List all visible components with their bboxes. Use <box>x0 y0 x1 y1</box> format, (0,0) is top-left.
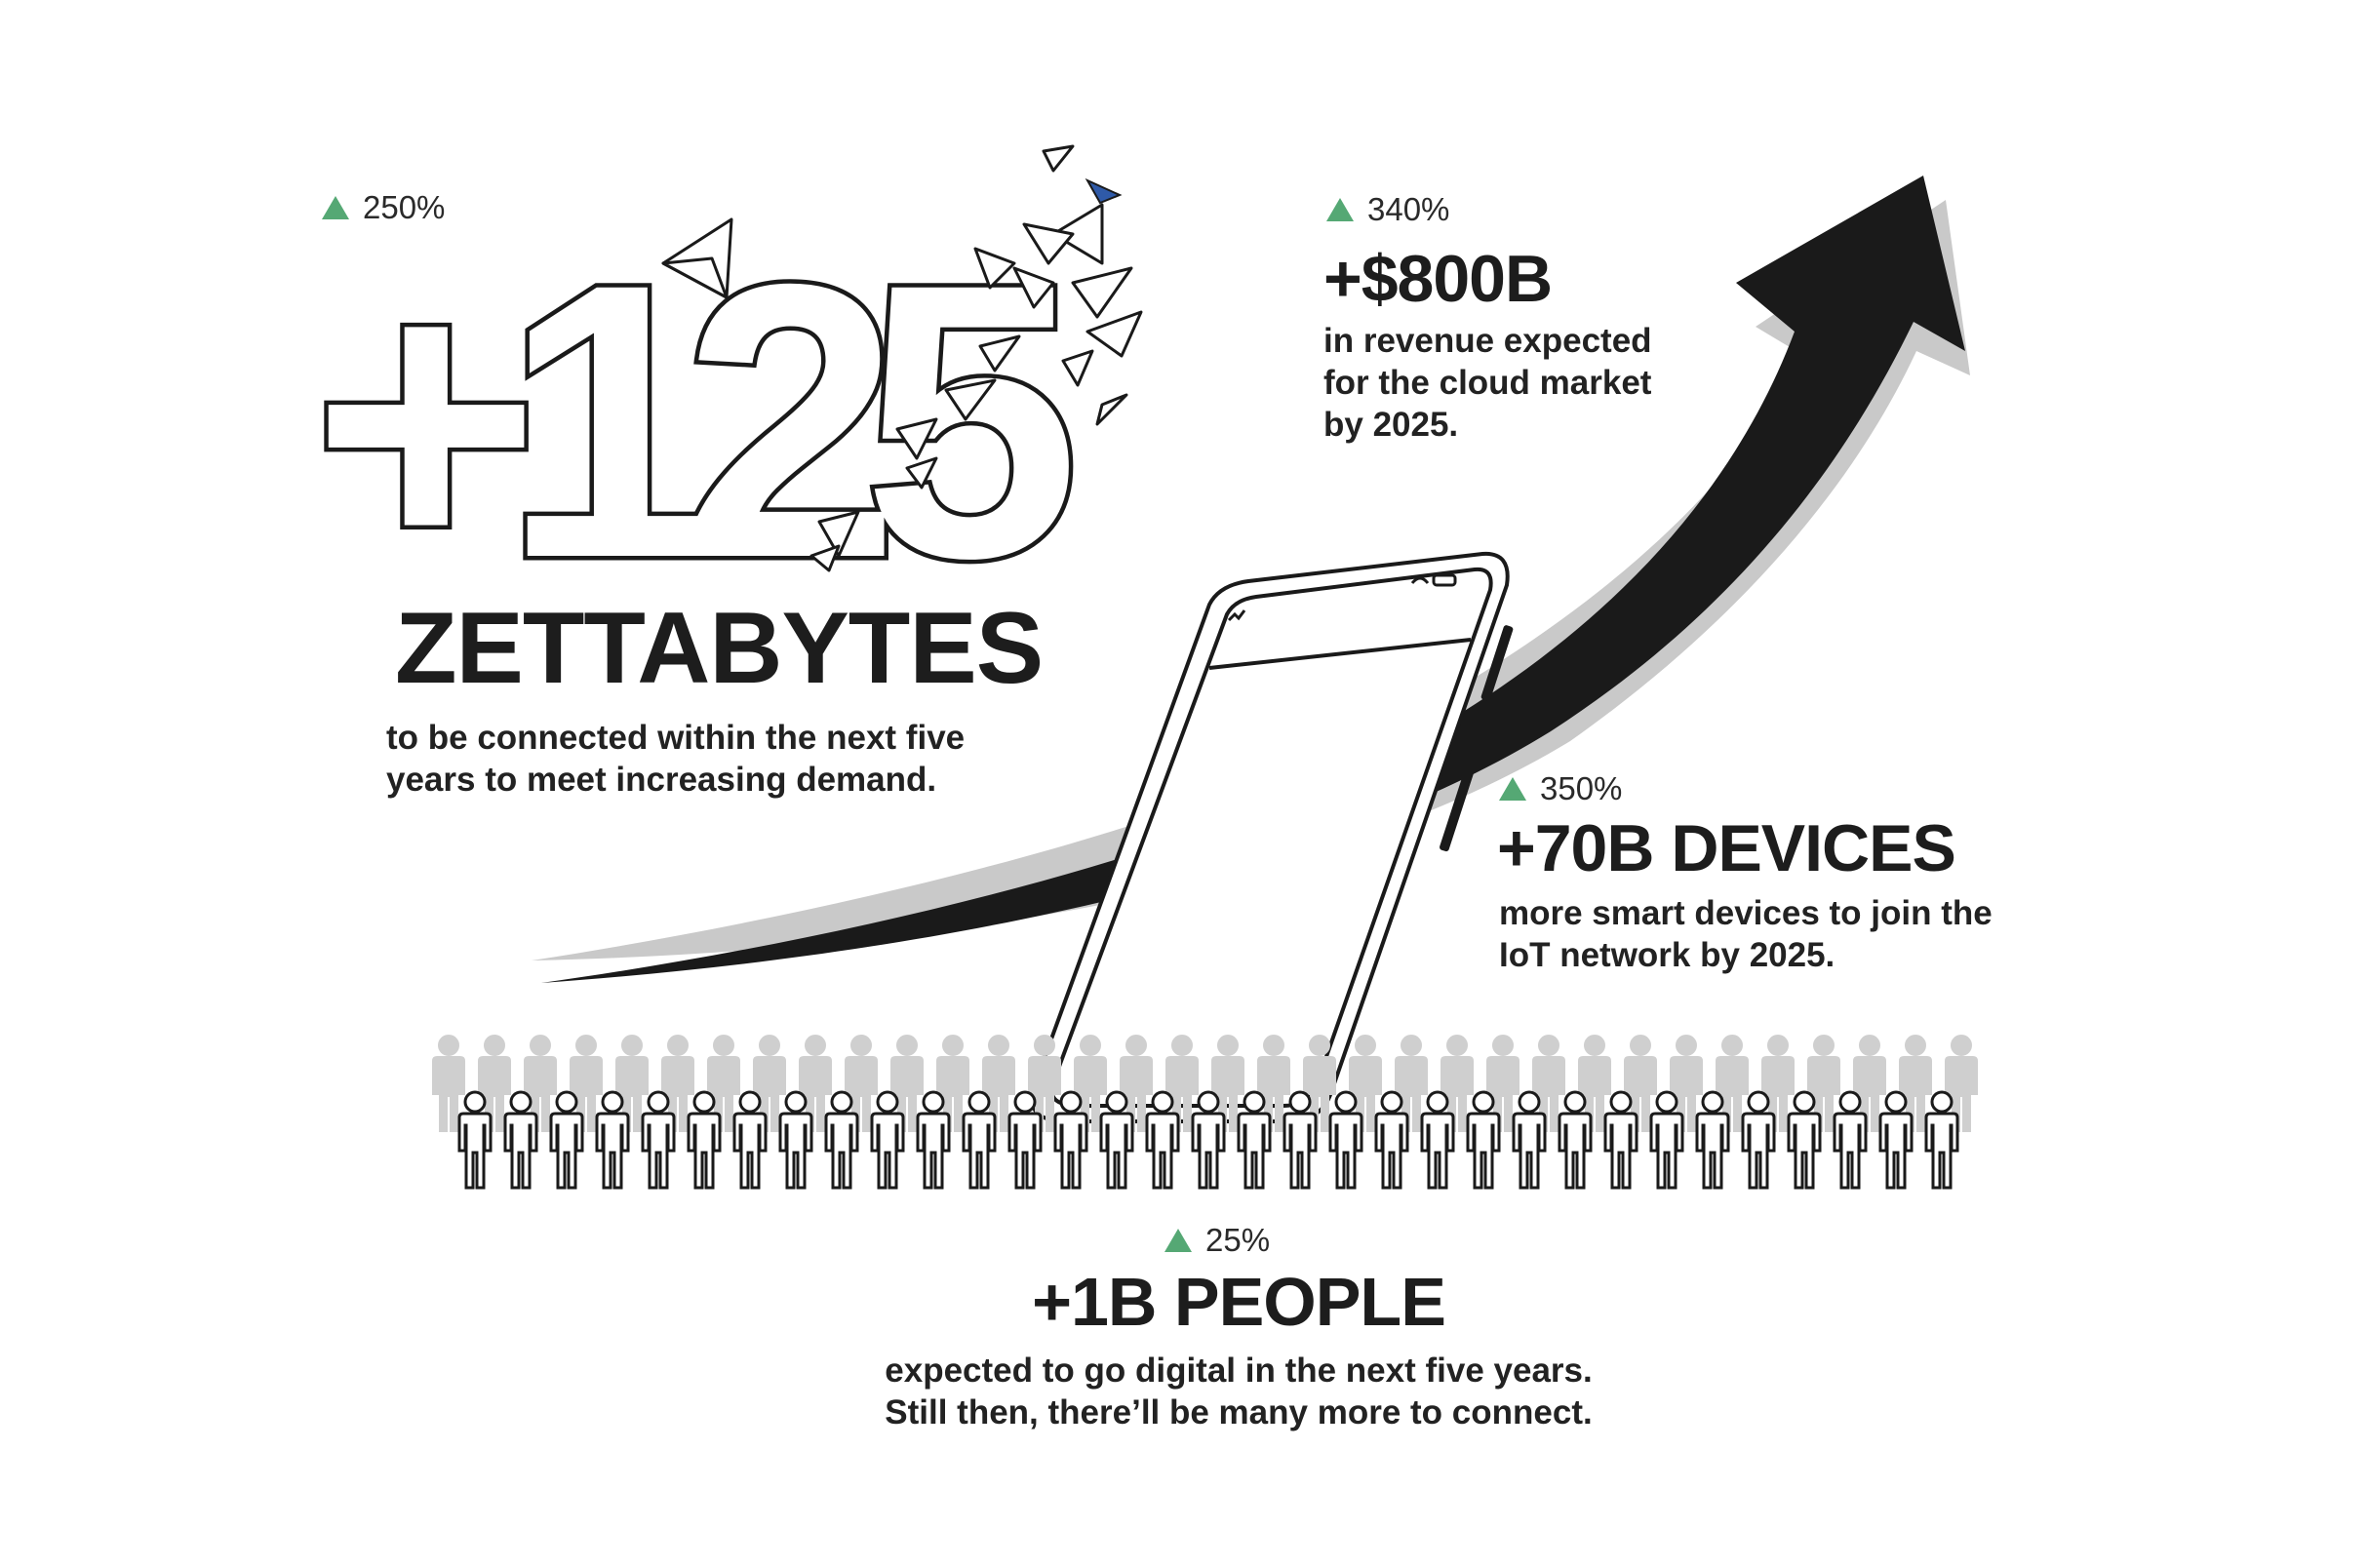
revenue-pct-text: 340% <box>1367 191 1450 227</box>
people-desc: expected to go digital in the next five … <box>0 1350 2368 1433</box>
devices-desc: more smart devices to join the IoT netwo… <box>1499 892 1993 976</box>
revenue-value: +$800B <box>1323 242 1553 316</box>
up-triangle-icon <box>1164 1229 1192 1252</box>
devices-pct: 350% <box>1499 770 1622 807</box>
people-desc-line1: expected to go digital in the next five … <box>885 1352 1593 1390</box>
paper-plane-icon <box>661 144 1143 572</box>
revenue-desc-line1: in revenue expected <box>1323 322 1652 360</box>
zettabytes-desc-line1: to be connected within the next five <box>386 719 966 757</box>
revenue-pct: 340% <box>1326 191 1449 228</box>
revenue-desc-line3: by 2025. <box>1323 406 1459 444</box>
devices-desc-line2: IoT network by 2025. <box>1499 936 1835 974</box>
zettabytes-pct: 250% <box>322 189 445 226</box>
devices-pct-text: 350% <box>1540 770 1623 806</box>
devices-desc-line1: more smart devices to join the <box>1499 894 1993 932</box>
people-pct-text: 25% <box>1205 1222 1271 1258</box>
people-desc-line2: Still then, there’ll be many more to con… <box>885 1393 1593 1431</box>
up-triangle-icon <box>1326 198 1354 221</box>
zettabytes-pct-text: 250% <box>363 189 446 225</box>
up-triangle-icon <box>1499 777 1526 801</box>
up-triangle-icon <box>322 196 349 219</box>
zettabytes-desc: to be connected within the next five yea… <box>386 717 965 801</box>
zettabytes-desc-line2: years to meet increasing demand. <box>386 761 937 799</box>
people-value: +1B PEOPLE <box>1032 1264 1446 1340</box>
devices-value: +70B DEVICES <box>1497 811 1956 885</box>
crowd-illustration <box>432 1035 1978 1190</box>
revenue-desc-line2: for the cloud market <box>1323 364 1652 402</box>
people-pct: 25% <box>1164 1222 1270 1259</box>
revenue-desc: in revenue expected for the cloud market… <box>1323 320 1652 446</box>
zettabytes-unit: ZETTABYTES <box>395 592 1044 705</box>
